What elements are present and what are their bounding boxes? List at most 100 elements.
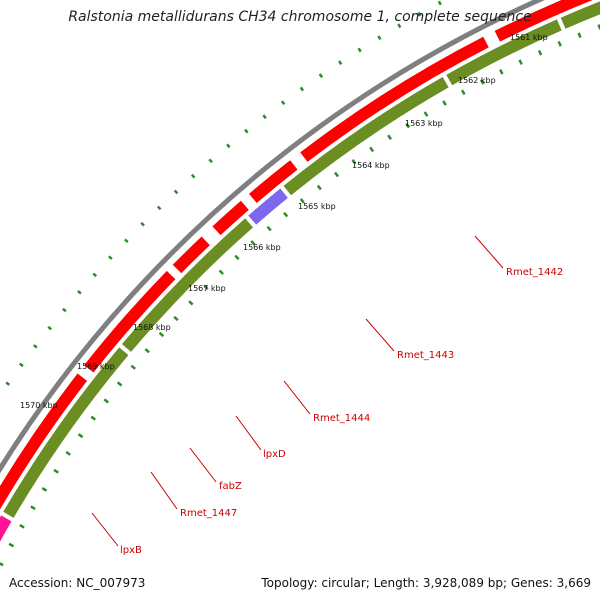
forward-cds: [212, 200, 249, 236]
minor-tick: [5, 381, 11, 386]
gene-leader-line: [474, 235, 504, 269]
scale-tick-label: 1561 kbp: [510, 33, 548, 42]
scale-tick-label: 1564 kbp: [352, 161, 390, 170]
minor-tick: [19, 362, 24, 368]
gene-label: Rmet_1442: [506, 267, 563, 278]
minor-tick: [417, 11, 422, 17]
inner-tick: [387, 134, 392, 141]
inner-tick: [351, 159, 357, 165]
reverse-cds: [283, 76, 449, 196]
reverse-cds: [446, 19, 562, 86]
inner-tick: [557, 41, 562, 47]
gene-label: lpxD: [263, 449, 286, 460]
scale-tick-label: 1570 kbp: [20, 401, 58, 410]
inner-tick: [266, 225, 272, 232]
inner-tick: [188, 300, 194, 306]
minor-tick: [437, 0, 442, 6]
inner-tick: [423, 111, 429, 117]
minor-tick: [108, 255, 113, 260]
gene-leader-line: [189, 447, 217, 483]
forward-cds: [172, 236, 210, 274]
inner-tick: [203, 284, 209, 291]
inner-tick: [90, 415, 97, 421]
inner-tick: [369, 146, 375, 153]
inner-tick: [0, 562, 4, 567]
minor-tick: [318, 73, 324, 78]
inner-tick: [144, 348, 150, 354]
reverse-cds: [121, 218, 254, 352]
minor-tick: [280, 100, 286, 106]
gene-label: fabZ: [219, 481, 242, 492]
reverse-cds: [0, 515, 12, 542]
gene-label: Rmet_1443: [397, 350, 454, 361]
gene-leader-line: [150, 471, 178, 510]
gene-label-layer: 1561 kbp 1562 kbp 1563 kbp 1564 kbp 1565 kbp…: [20, 33, 563, 556]
gene-leader-line: [283, 380, 311, 415]
inner-tick: [299, 198, 305, 204]
minor-tick: [357, 47, 362, 53]
minor-tick: [244, 128, 249, 134]
minor-tick: [299, 86, 305, 92]
inner-tick: [103, 398, 110, 404]
inner-tick: [130, 364, 136, 370]
inner-tick: [479, 79, 485, 85]
minor-tick: [397, 23, 402, 29]
accession-label: Accession: NC_007973: [9, 576, 146, 590]
minor-tick: [92, 272, 98, 278]
forward-cds: [248, 160, 298, 203]
inner-tick: [316, 184, 322, 191]
gene-label: lpxB: [120, 545, 142, 556]
gene-leader-line: [91, 512, 119, 547]
minor-tick: [77, 290, 82, 295]
inner-tick: [499, 69, 504, 75]
minor-tick: [377, 35, 382, 41]
minor-tick: [140, 221, 145, 227]
minor-tick: [190, 173, 196, 179]
forward-cds: [300, 36, 489, 162]
inner-tick: [234, 254, 240, 261]
inner-tick: [8, 542, 15, 548]
inner-tick: [577, 32, 582, 38]
reverse-cds: [560, 1, 600, 29]
inner-tick: [405, 122, 411, 129]
inner-tick: [173, 315, 179, 322]
inner-tick: [597, 24, 600, 30]
scale-tick-label: 1565 kbp: [298, 202, 336, 211]
inner-tick: [283, 211, 289, 218]
inner-tick: [250, 240, 256, 246]
inner-tick: [218, 269, 224, 275]
minor-tick: [62, 307, 67, 313]
gene-label: Rmet_1447: [180, 508, 237, 519]
forward-cds: [0, 373, 88, 510]
inner-tick: [158, 331, 165, 338]
scale-tick-label: 1562 kbp: [458, 76, 496, 85]
forward-cds: [494, 0, 593, 42]
minor-tick: [33, 344, 38, 349]
gene-leader-line: [235, 415, 262, 451]
topology-label: Topology: circular; Length: 3,928,089 bp…: [261, 576, 591, 590]
minor-tick: [208, 158, 213, 164]
inner-tick: [442, 100, 447, 106]
inner-tick: [19, 523, 25, 529]
inner-tick: [30, 505, 36, 511]
inner-tick: [116, 381, 123, 387]
minor-tick: [156, 205, 162, 211]
reverse-cds: [3, 347, 129, 518]
gene-label: Rmet_1444: [313, 413, 370, 424]
inner-tick: [518, 59, 523, 65]
inner-tick: [41, 487, 48, 492]
map-title: Ralstonia metallidurans CH34 chromosome …: [68, 9, 532, 25]
inner-tick: [537, 49, 543, 56]
minor-tick: [173, 189, 179, 195]
inner-tick: [53, 468, 59, 474]
inner-tick: [460, 89, 466, 96]
gene-leader-line: [365, 318, 395, 352]
reverse-cds: [248, 188, 288, 225]
scale-tick-label: 1568 kbp: [133, 323, 171, 332]
